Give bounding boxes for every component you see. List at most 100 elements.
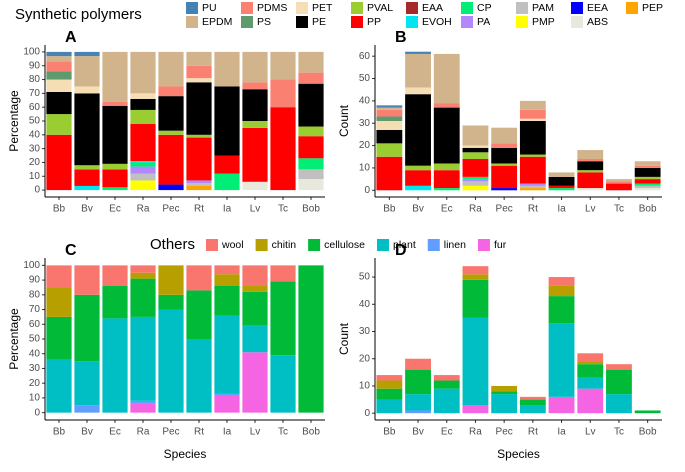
bar-segment — [242, 265, 268, 286]
x-tick-label: Bv — [412, 427, 424, 438]
bar-segment — [606, 181, 632, 184]
bar-segment — [46, 56, 72, 62]
bar-segment — [186, 82, 212, 135]
bar-segment — [186, 78, 212, 83]
x-tick-label: Bb — [383, 427, 396, 438]
bar-segment — [634, 185, 661, 189]
y-tick-label: 10 — [359, 163, 371, 174]
bar-segment — [548, 285, 575, 297]
bar-segment — [186, 137, 212, 181]
bar-segment — [519, 100, 546, 110]
bar-segment — [491, 127, 518, 144]
bar-segment — [298, 72, 324, 84]
bar-segment — [519, 399, 546, 406]
legend-label: EAA — [422, 2, 443, 14]
y-tick-label: 10 — [29, 393, 41, 404]
panel-label: B — [395, 29, 407, 46]
y-tick-label: 0 — [364, 185, 370, 196]
bar-segment — [376, 105, 403, 108]
bar-segment — [46, 287, 72, 317]
legend-label: PP — [367, 16, 381, 28]
legend-label: PA — [477, 16, 490, 28]
legend-title: Others — [150, 236, 195, 253]
bar-segment — [548, 296, 575, 324]
legend-label: linen — [444, 239, 466, 251]
bar-segment — [46, 114, 72, 135]
x-tick-label: Ia — [557, 427, 566, 438]
bar-segment — [548, 185, 575, 189]
x-tick-label: Lv — [585, 204, 596, 215]
bar-segment — [433, 53, 460, 104]
bar-segment — [102, 318, 128, 413]
bar-segment — [405, 94, 431, 166]
bar-segment — [102, 101, 128, 106]
y-tick-label: 90 — [29, 60, 41, 71]
bar-segment — [376, 143, 403, 157]
legend-label: fur — [494, 239, 507, 251]
bar-segment — [214, 86, 240, 156]
bar-segment — [519, 121, 546, 155]
x-tick-label: Pec — [496, 427, 513, 438]
x-tick-label: Ia — [557, 204, 566, 215]
y-tick-label: 20 — [29, 157, 41, 168]
x-tick-label: Bob — [639, 204, 657, 215]
bar-segment — [433, 163, 460, 171]
legend-label: ABS — [587, 16, 608, 28]
x-tick-label: Ra — [137, 204, 150, 215]
legend-label: PU — [202, 2, 217, 14]
y-tick-label: 30 — [29, 363, 41, 374]
bar-segment — [491, 147, 518, 164]
bar-segment — [519, 396, 546, 400]
bar-segment — [186, 290, 212, 339]
legend-swatch — [461, 2, 473, 14]
y-tick-label: 0 — [34, 407, 40, 418]
x-axis-label: Species — [497, 447, 540, 461]
bar-segment — [577, 172, 604, 189]
bar-segment — [130, 123, 156, 162]
legend-swatch — [296, 16, 308, 28]
legend-swatch — [406, 16, 418, 28]
bar-segment — [74, 294, 100, 362]
y-tick-label: 50 — [359, 73, 371, 84]
y-axis-label: Percentage — [7, 90, 21, 152]
x-tick-label: Rt — [528, 204, 538, 215]
bar-segment — [74, 361, 100, 406]
bar-segment — [130, 180, 156, 191]
legend-label: PAM — [532, 2, 554, 14]
bar-segment — [298, 83, 324, 127]
y-tick-label: 100 — [23, 47, 40, 58]
bar-segment — [158, 309, 184, 413]
bar-segment — [242, 51, 268, 83]
bar-segment — [519, 154, 546, 157]
bar-segment — [186, 339, 212, 413]
bar-segment — [186, 51, 212, 66]
x-tick-label: Bv — [81, 427, 93, 438]
bar-segment — [577, 161, 604, 171]
y-axis-label: Percentage — [7, 308, 21, 370]
bar-segment — [491, 165, 518, 189]
x-tick-label: Ec — [441, 427, 453, 438]
legend-swatch — [351, 16, 363, 28]
legend-swatch — [626, 2, 638, 14]
bar-segment — [577, 388, 604, 414]
bar-segment — [405, 185, 431, 191]
x-tick-label: Pec — [162, 427, 179, 438]
bar-segment — [634, 167, 661, 177]
bar-segment — [606, 364, 632, 370]
bar-segment — [462, 179, 489, 182]
y-tick-label: 90 — [29, 275, 41, 286]
y-tick-label: 20 — [29, 378, 41, 389]
bar-segment — [462, 405, 489, 414]
x-tick-label: Lv — [585, 427, 596, 438]
bar-segment — [548, 277, 575, 286]
x-tick-label: Pec — [496, 204, 513, 215]
legend-swatch — [571, 2, 583, 14]
legend-title: Synthetic polymers — [15, 6, 142, 23]
bar-segment — [46, 71, 72, 80]
bar-segment — [214, 285, 240, 316]
bar-segment — [298, 126, 324, 137]
bar-segment — [519, 109, 546, 119]
bar-segment — [634, 176, 661, 180]
bar-segment — [74, 169, 100, 186]
bar-segment — [462, 125, 489, 146]
